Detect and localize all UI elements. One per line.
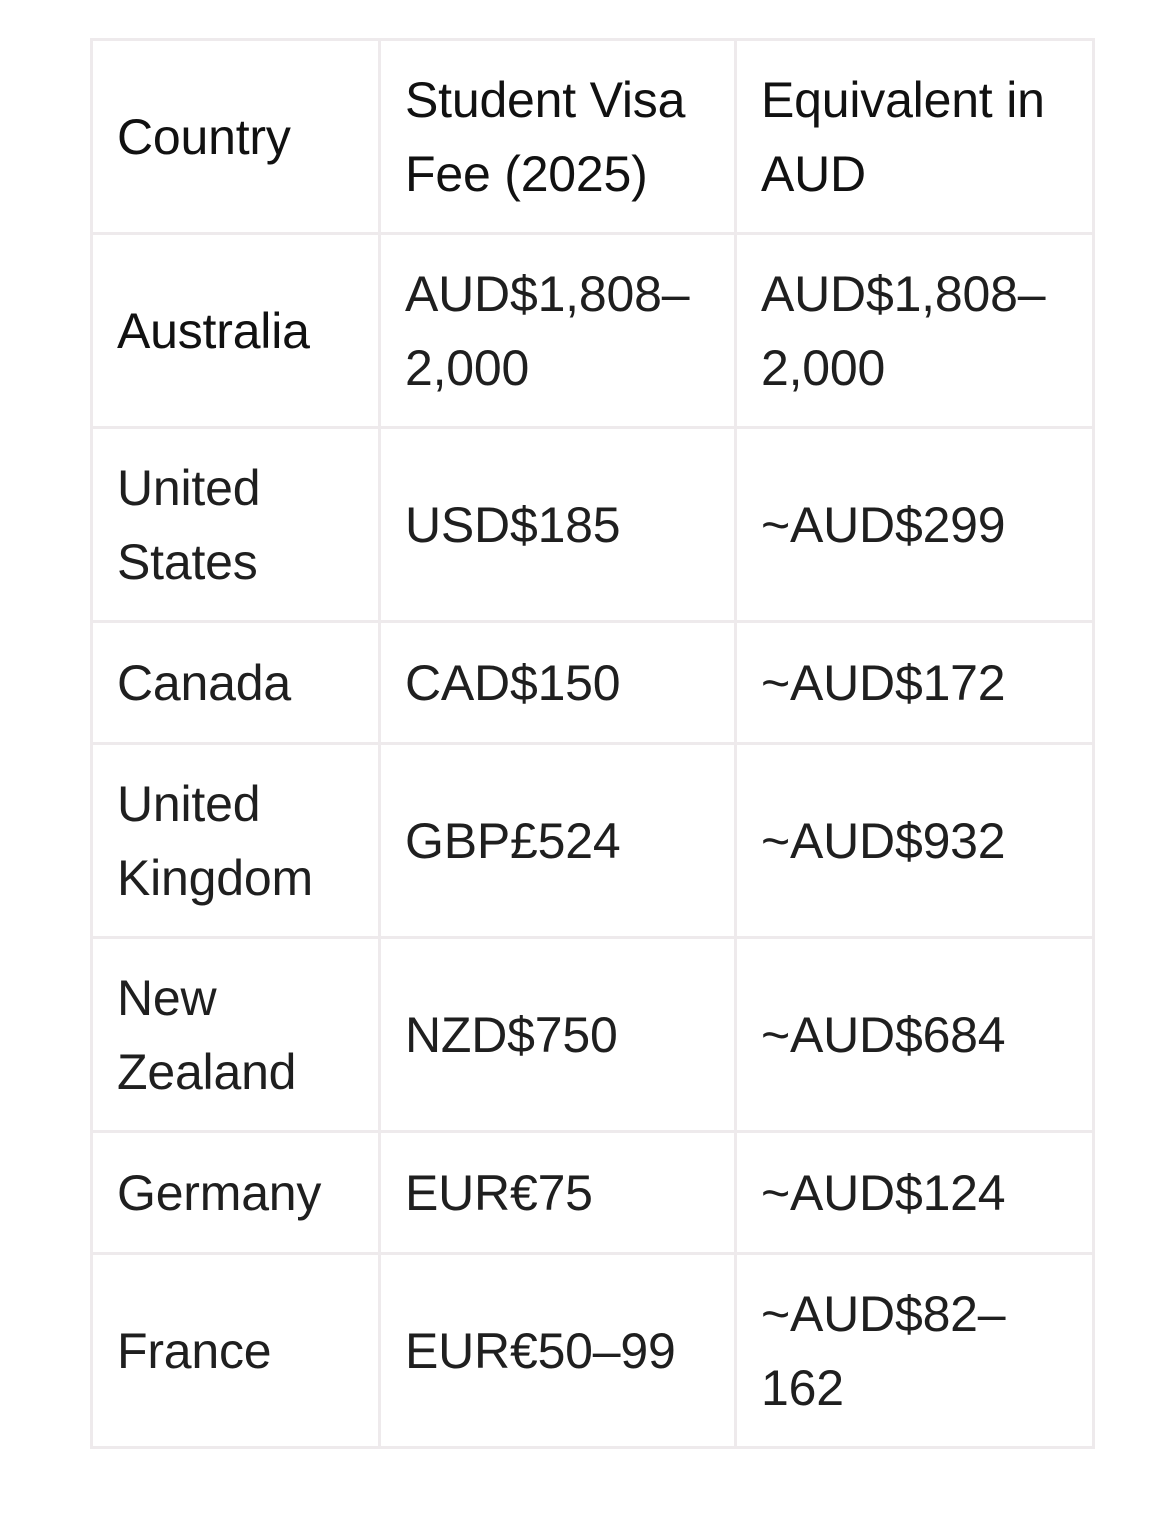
header-row: Country Student Visa Fee (2025) Equivale… (90, 38, 1095, 235)
table-row: Germany EUR€75 ~AUD$124 (90, 1130, 1095, 1255)
header-visa-fee-label: Student Visa Fee (2025) (405, 71, 686, 202)
aud-equivalent-value: ~AUD$82–162 (761, 1285, 1006, 1416)
visa-fee-value: NZD$750 (405, 1006, 618, 1063)
cell-visa-fee: CAD$150 (378, 620, 737, 745)
cell-visa-fee: USD$185 (378, 426, 737, 623)
country-name: Germany (117, 1164, 322, 1221)
visa-fee-value: USD$185 (405, 496, 621, 553)
aud-equivalent-value: ~AUD$124 (761, 1164, 1006, 1221)
cell-country: United States (90, 426, 381, 623)
table-row: Canada CAD$150 ~AUD$172 (90, 620, 1095, 745)
cell-aud-equivalent: ~AUD$172 (734, 620, 1095, 745)
cell-visa-fee: EUR€75 (378, 1130, 737, 1255)
cell-visa-fee: NZD$750 (378, 936, 737, 1133)
cell-aud-equivalent: ~AUD$684 (734, 936, 1095, 1133)
aud-equivalent-value: ~AUD$932 (761, 812, 1006, 869)
country-name: United Kingdom (117, 775, 313, 906)
visa-fee-value: CAD$150 (405, 654, 621, 711)
table-row: United Kingdom GBP£524 ~AUD$932 (90, 742, 1095, 939)
aud-equivalent-value: AUD$1,808–2,000 (761, 265, 1046, 396)
visa-fee-value: AUD$1,808–2,000 (405, 265, 690, 396)
cell-country: New Zealand (90, 936, 381, 1133)
cell-aud-equivalent: ~AUD$124 (734, 1130, 1095, 1255)
aud-equivalent-value: ~AUD$299 (761, 496, 1006, 553)
visa-fee-table: Country Student Visa Fee (2025) Equivale… (90, 38, 1095, 1449)
header-equivalent-aud-label: Equivalent in AUD (761, 71, 1045, 202)
cell-visa-fee: GBP£524 (378, 742, 737, 939)
aud-equivalent-value: ~AUD$172 (761, 654, 1006, 711)
country-name: Canada (117, 654, 291, 711)
cell-country: Canada (90, 620, 381, 745)
header-country: Country (90, 38, 381, 235)
header-country-label: Country (117, 108, 291, 165)
cell-visa-fee: EUR€50–99 (378, 1252, 737, 1449)
cell-country: Australia (90, 232, 381, 429)
header-visa-fee: Student Visa Fee (2025) (378, 38, 737, 235)
cell-aud-equivalent: ~AUD$82–162 (734, 1252, 1095, 1449)
cell-aud-equivalent: ~AUD$299 (734, 426, 1095, 623)
table-header: Country Student Visa Fee (2025) Equivale… (90, 38, 1095, 235)
table-body: Australia AUD$1,808–2,000 AUD$1,808–2,00… (90, 232, 1095, 1449)
country-name: United States (117, 459, 261, 590)
cell-aud-equivalent: ~AUD$932 (734, 742, 1095, 939)
cell-visa-fee: AUD$1,808–2,000 (378, 232, 737, 429)
cell-country: United Kingdom (90, 742, 381, 939)
header-equivalent-aud: Equivalent in AUD (734, 38, 1095, 235)
table-row: New Zealand NZD$750 ~AUD$684 (90, 936, 1095, 1133)
country-name: New Zealand (117, 969, 297, 1100)
aud-equivalent-value: ~AUD$684 (761, 1006, 1006, 1063)
cell-aud-equivalent: AUD$1,808–2,000 (734, 232, 1095, 429)
country-name: France (117, 1322, 272, 1379)
country-name: Australia (117, 302, 310, 359)
table-row: United States USD$185 ~AUD$299 (90, 426, 1095, 623)
table-row: Australia AUD$1,808–2,000 AUD$1,808–2,00… (90, 232, 1095, 429)
cell-country: France (90, 1252, 381, 1449)
table-row: France EUR€50–99 ~AUD$82–162 (90, 1252, 1095, 1449)
visa-fee-value: GBP£524 (405, 812, 621, 869)
visa-fee-table-container: Country Student Visa Fee (2025) Equivale… (90, 38, 1095, 1449)
cell-country: Germany (90, 1130, 381, 1255)
visa-fee-value: EUR€75 (405, 1164, 593, 1221)
visa-fee-value: EUR€50–99 (405, 1322, 676, 1379)
